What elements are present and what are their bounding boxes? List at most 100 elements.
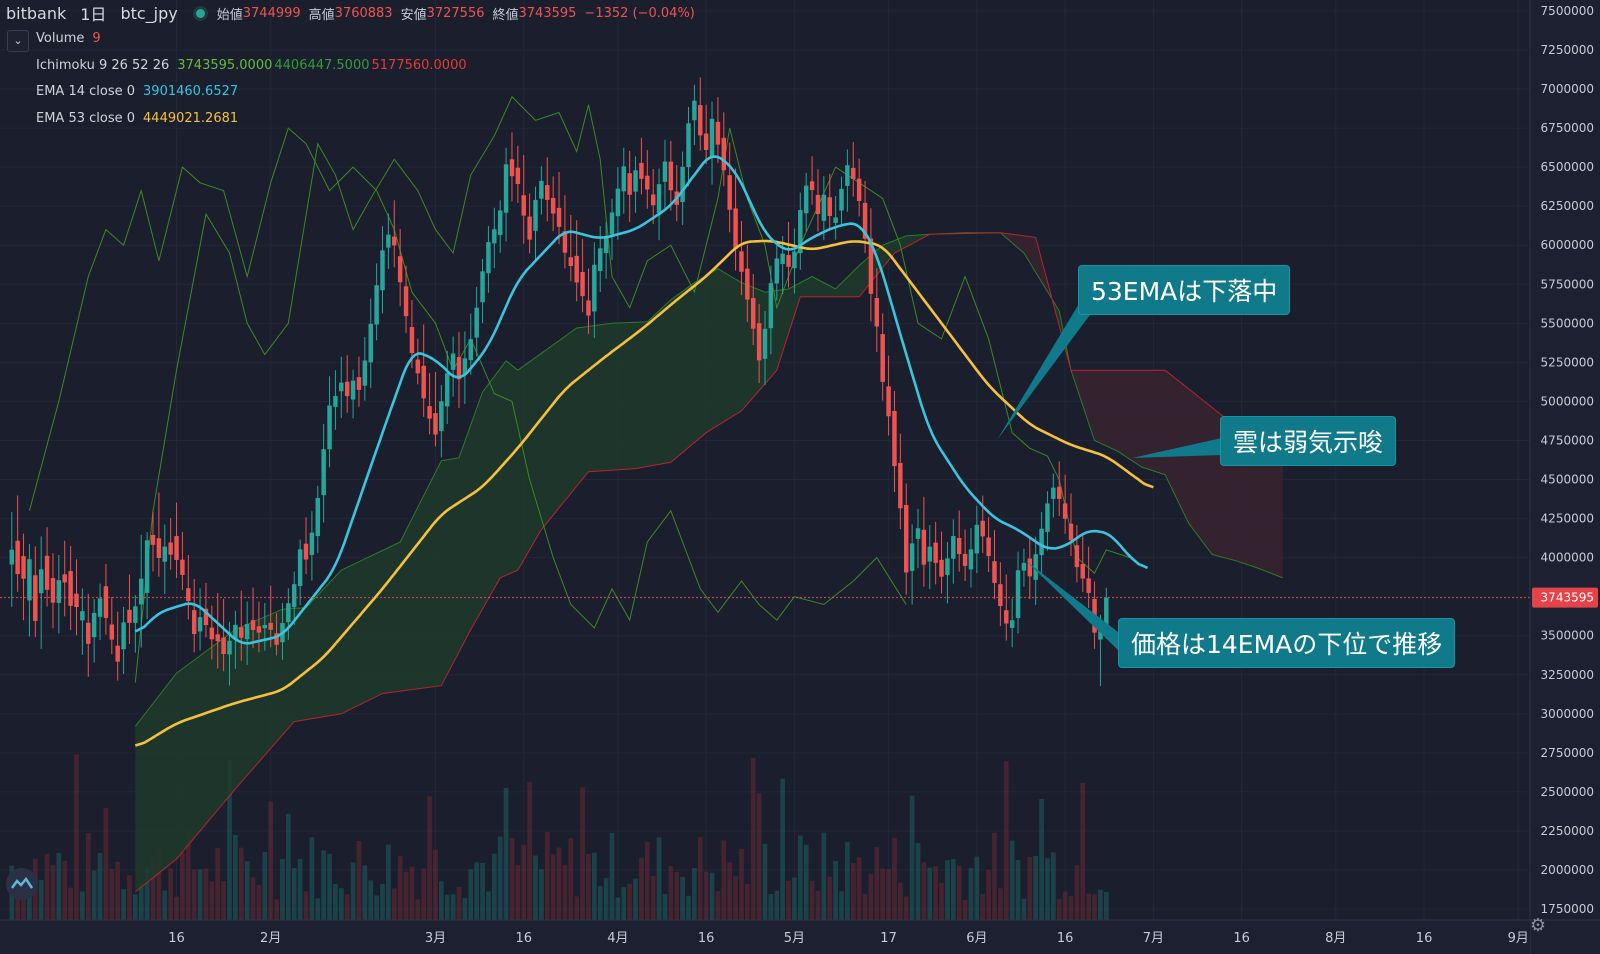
collapse-legend-button[interactable]: ⌄ [7, 30, 29, 52]
candle-body [80, 611, 85, 621]
candle-body [168, 542, 173, 555]
candle [527, 193, 532, 254]
candle [156, 492, 162, 577]
candle [798, 192, 803, 270]
volume-bar [374, 895, 379, 920]
candle [291, 571, 297, 625]
candle [315, 485, 321, 554]
candle-body [998, 584, 1003, 607]
volume-bar [892, 837, 897, 920]
candle [880, 313, 885, 401]
candle-body [250, 620, 256, 630]
gear-icon[interactable]: ⚙ [1529, 915, 1547, 936]
candle [86, 593, 91, 677]
volume-bar [586, 853, 591, 920]
volume-bar [468, 869, 474, 920]
volume-bar [91, 870, 97, 920]
volume-bar [291, 868, 297, 920]
candle-body [1086, 578, 1091, 593]
volume-bar [986, 869, 991, 920]
time-tick-label: 7月 [1143, 931, 1164, 946]
symbol-label[interactable]: btc_jpy [120, 3, 178, 23]
price-tick-label: 3000000 [1541, 707, 1594, 721]
candle-body [597, 248, 603, 272]
legend-ema53-value: 4449021.2681 [143, 111, 239, 126]
candle-body [291, 584, 297, 608]
volume-bar [415, 899, 421, 920]
candle-body [1045, 503, 1050, 532]
volume-bars [9, 754, 1109, 920]
candle-body [1033, 554, 1038, 580]
candle-body [521, 195, 526, 216]
candle-body [880, 334, 885, 382]
volume-bar [580, 787, 585, 920]
candle [309, 511, 315, 581]
volume-bar [503, 787, 509, 920]
volume-bar [444, 894, 450, 920]
candle-body [892, 410, 897, 467]
candle [792, 228, 797, 294]
volume-bar [680, 876, 685, 920]
candle-body [368, 323, 373, 363]
candle-body [662, 161, 668, 182]
callout-pointer-cloud [1132, 438, 1222, 458]
candle-body [380, 250, 385, 291]
candle [350, 369, 356, 419]
volume-bar [974, 856, 980, 920]
candle [1062, 474, 1068, 534]
volume-bar [786, 880, 791, 920]
volume-bar [244, 861, 250, 920]
volume-bar [527, 781, 532, 920]
interval-label[interactable]: 1日 [80, 5, 107, 24]
volume-bar [85, 833, 91, 920]
candle [244, 601, 250, 665]
candle [992, 530, 997, 600]
candle-body [392, 236, 397, 246]
legend-volume[interactable]: Volume 9 [36, 31, 101, 46]
high-label: 高値 [308, 7, 335, 23]
candle [839, 176, 844, 226]
volume-bar [285, 813, 291, 920]
candle [927, 524, 933, 590]
volume-bar [721, 840, 727, 920]
legend-ema53[interactable]: EMA 53 close 0 4449021.2681 [36, 111, 238, 126]
volume-bar [409, 866, 415, 920]
candle [97, 583, 103, 640]
volume-bar [433, 849, 438, 920]
tradingview-logo-icon[interactable] [6, 868, 38, 900]
volume-bar [56, 852, 62, 920]
candle [762, 310, 768, 386]
legend-ichimoku[interactable]: Ichimoku 9 26 52 26 3743595.0000 4406447.5… [36, 58, 467, 73]
legend-ema14[interactable]: EMA 14 close 0 3901460.6527 [36, 84, 238, 99]
candle-body [980, 520, 985, 537]
volume-bar [491, 853, 497, 920]
candle-body [621, 166, 627, 192]
volume-bar [50, 865, 56, 920]
candle [333, 370, 338, 430]
volume-bar [185, 833, 191, 920]
time-tick-label: 16 [168, 931, 185, 946]
volume-bar [221, 881, 226, 920]
price-tick-label: 7000000 [1541, 82, 1594, 96]
candle-body [680, 166, 685, 203]
volume-bar [250, 877, 256, 920]
volume-bar [403, 871, 409, 920]
volume-bar [1080, 783, 1086, 920]
candle-body [33, 575, 38, 621]
candle [733, 168, 738, 271]
volume-bar [480, 863, 485, 920]
volume-bar [309, 837, 315, 920]
volume-bar [603, 877, 609, 920]
candle-body [768, 283, 774, 329]
volume-bar [462, 897, 468, 920]
volume-bar [150, 857, 156, 920]
volume-bar [115, 861, 121, 920]
volume-bar [256, 884, 262, 920]
candle-body [468, 339, 474, 361]
candle-body [109, 624, 115, 640]
volume-bar [886, 869, 891, 920]
candle-body [845, 165, 850, 186]
candle [1051, 473, 1056, 518]
candle [856, 158, 862, 217]
